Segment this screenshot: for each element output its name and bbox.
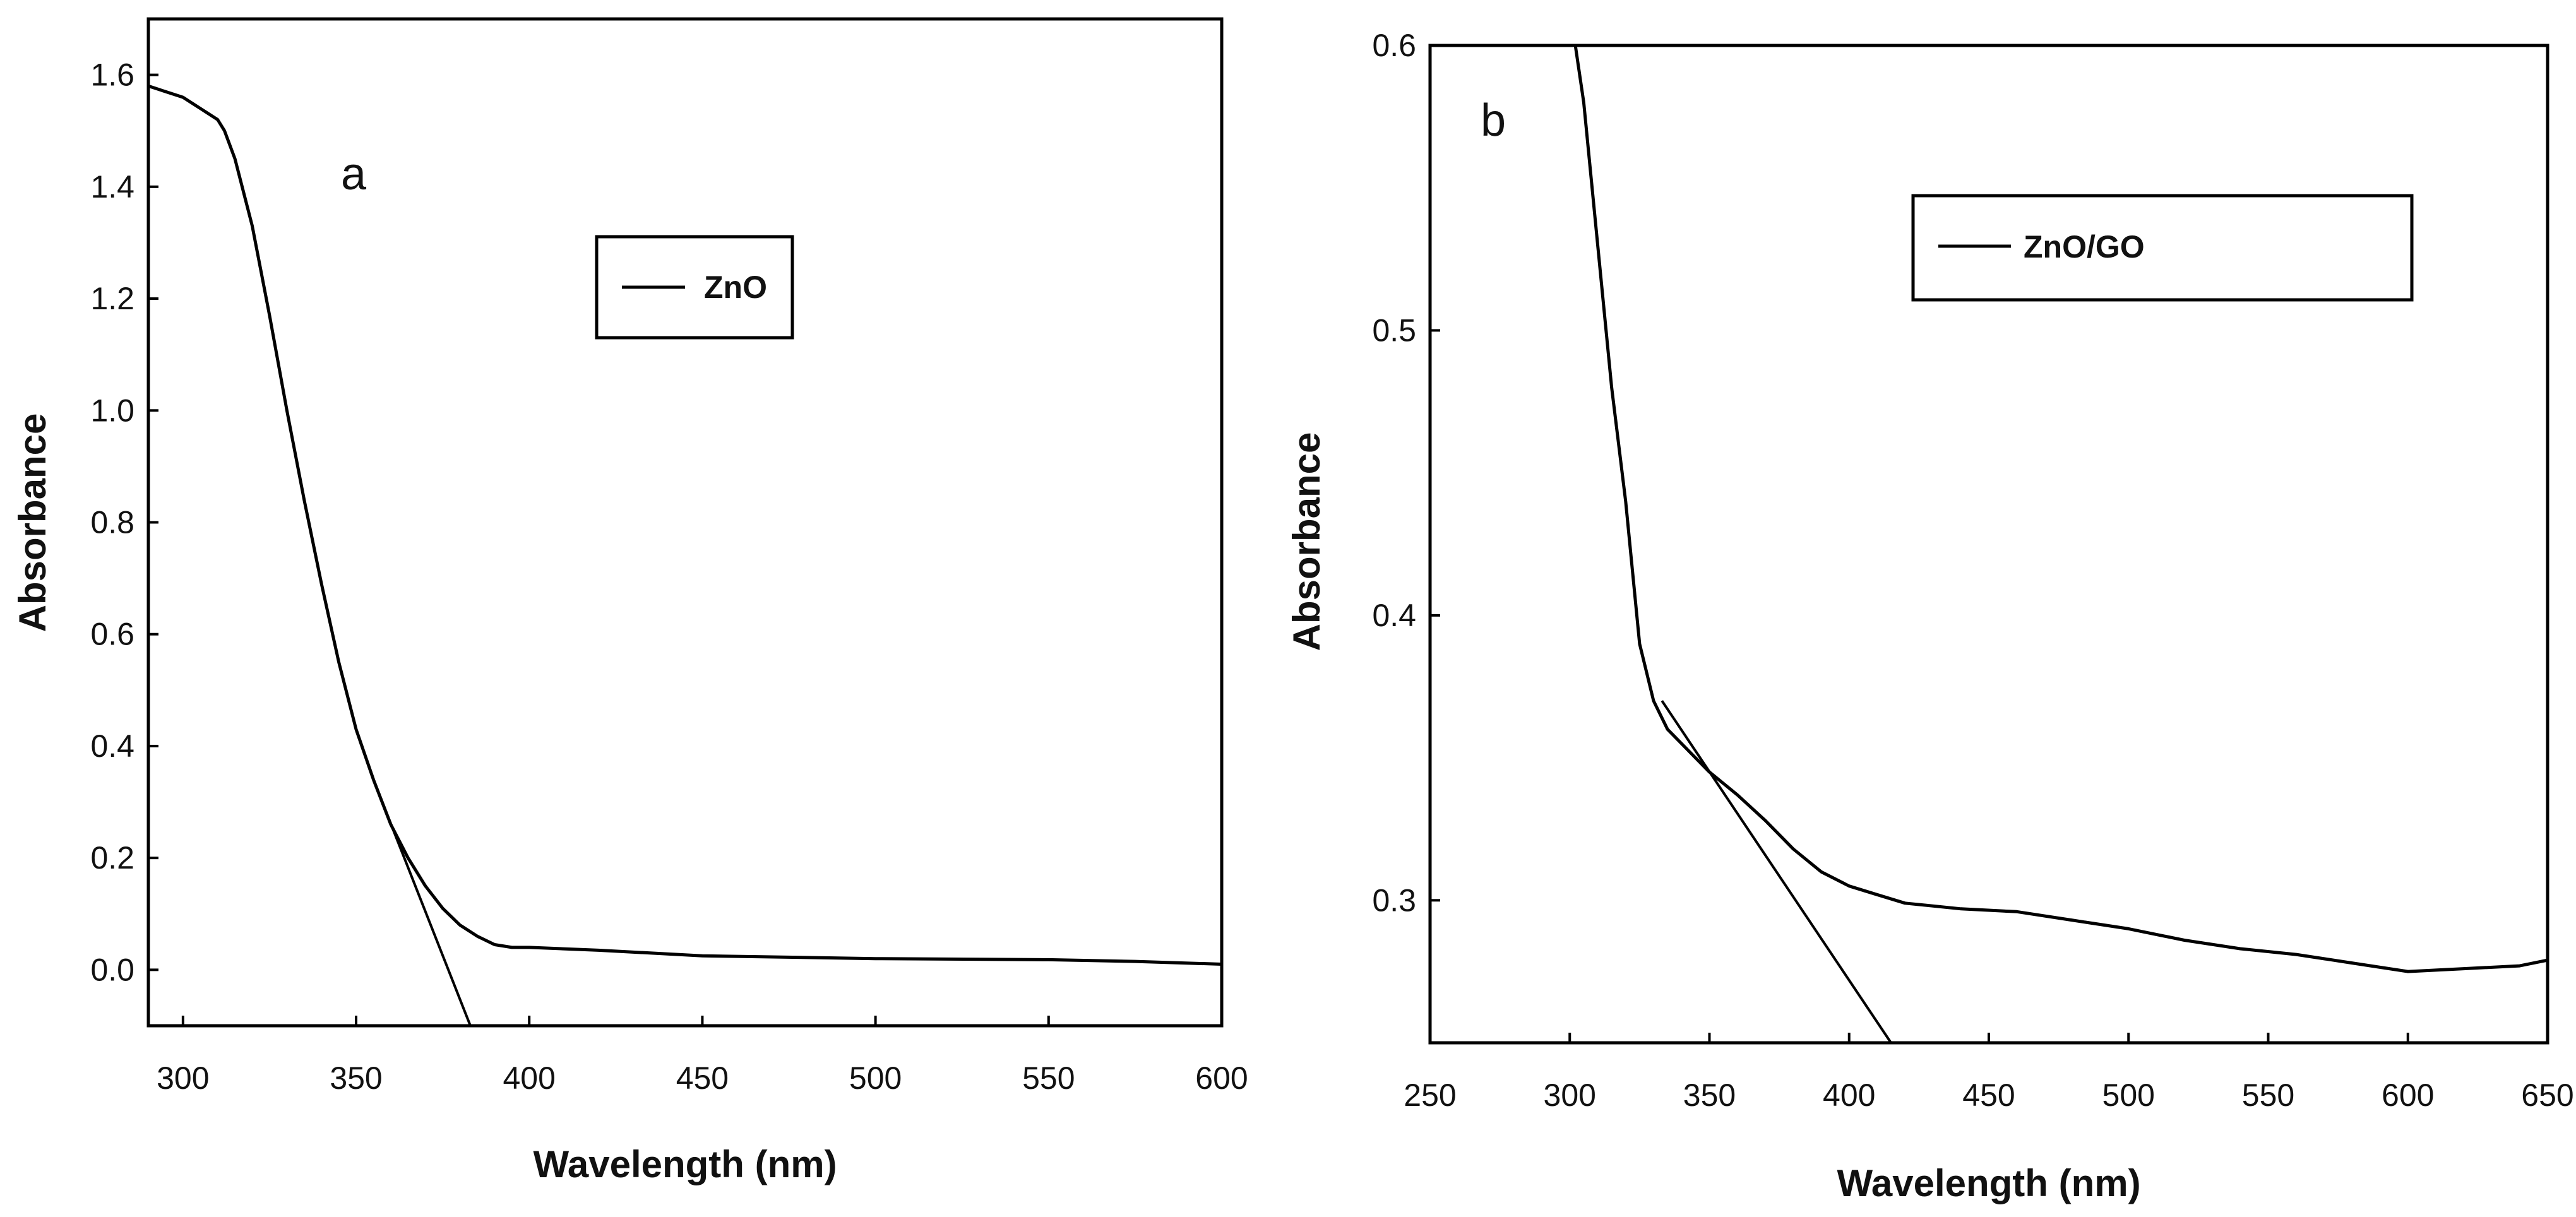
y-tick-label: 0.2 <box>90 840 134 876</box>
x-tick-label: 250 <box>1404 1077 1456 1113</box>
series-line <box>1573 45 2548 973</box>
panel-a-x-axis-title: Wavelength (nm) <box>533 1143 837 1185</box>
panel-a-y-axis-title: Absorbance <box>11 413 54 632</box>
panel-b-chart: 0.3 0.4 0.5 0.6 250 300 350 400 450 500 550 600 650… <box>1285 28 2574 1204</box>
x-tick-label: 400 <box>503 1060 556 1096</box>
x-tick-label: 300 <box>157 1060 209 1096</box>
x-tick-label: 300 <box>1544 1077 1596 1113</box>
y-tick-label: 0.8 <box>90 505 134 540</box>
y-tick-label: 0.0 <box>90 952 134 987</box>
y-tick-label: 0.4 <box>90 728 134 764</box>
x-tick-label: 450 <box>676 1060 729 1096</box>
x-tick-label: 350 <box>330 1060 382 1096</box>
x-tick-label: 450 <box>1962 1077 2015 1113</box>
panel-a-plot-frame <box>146 17 1224 1028</box>
tangent-line <box>1661 700 1892 1044</box>
x-tick-label: 550 <box>1022 1060 1075 1096</box>
panel-a-x-ticks: 300 350 400 450 500 550 600 <box>157 1016 1248 1096</box>
panel-b-x-axis-title: Wavelength (nm) <box>1837 1162 2140 1204</box>
x-tick-label: 600 <box>2382 1077 2434 1113</box>
x-tick-label: 500 <box>2102 1077 2155 1113</box>
panel-b-y-axis-title: Absorbance <box>1285 432 1328 651</box>
y-tick-label: 0.4 <box>1372 598 1416 633</box>
panel-a-lines <box>148 84 1222 1026</box>
y-tick-label: 1.0 <box>90 393 134 428</box>
x-tick-label: 650 <box>2521 1077 2573 1113</box>
panel-a-tag: a <box>341 149 367 199</box>
panel-b-lines <box>1573 45 2548 1044</box>
y-tick-label: 1.6 <box>90 57 134 93</box>
y-tick-label: 1.2 <box>90 281 134 316</box>
x-tick-label: 500 <box>849 1060 902 1096</box>
panel-b-legend-label: ZnO/GO <box>2024 229 2145 264</box>
y-tick-label: 0.6 <box>1372 28 1416 63</box>
panel-b-tag: b <box>1481 95 1506 146</box>
y-tick-label: 0.3 <box>1372 882 1416 918</box>
x-tick-label: 400 <box>1823 1077 1875 1113</box>
y-tick-label: 1.4 <box>90 169 134 205</box>
y-tick-label: 0.6 <box>90 617 134 652</box>
panel-a-y-ticks: 0.0 0.2 0.4 0.6 0.8 1.0 1.2 1.4 1.6 <box>90 57 158 987</box>
panel-a-legend-label: ZnO <box>704 270 767 305</box>
panel-a-chart: 0.0 0.2 0.4 0.6 0.8 1.0 1.2 1.4 1.6 300 350 400 450… <box>11 17 1248 1185</box>
y-tick-label: 0.5 <box>1372 312 1416 348</box>
panel-b-legend: ZnO/GO <box>1911 194 2414 302</box>
x-tick-label: 600 <box>1195 1060 1248 1096</box>
x-tick-label: 550 <box>2242 1077 2294 1113</box>
panel-b-y-ticks: 0.3 0.4 0.5 0.6 <box>1372 28 1440 918</box>
panel-a-legend: ZnO <box>595 235 794 340</box>
panel-b-x-ticks: 250 300 350 400 450 500 550 600 650 <box>1404 1033 2574 1113</box>
x-tick-label: 350 <box>1683 1077 1736 1113</box>
tangent-line <box>372 779 472 1026</box>
